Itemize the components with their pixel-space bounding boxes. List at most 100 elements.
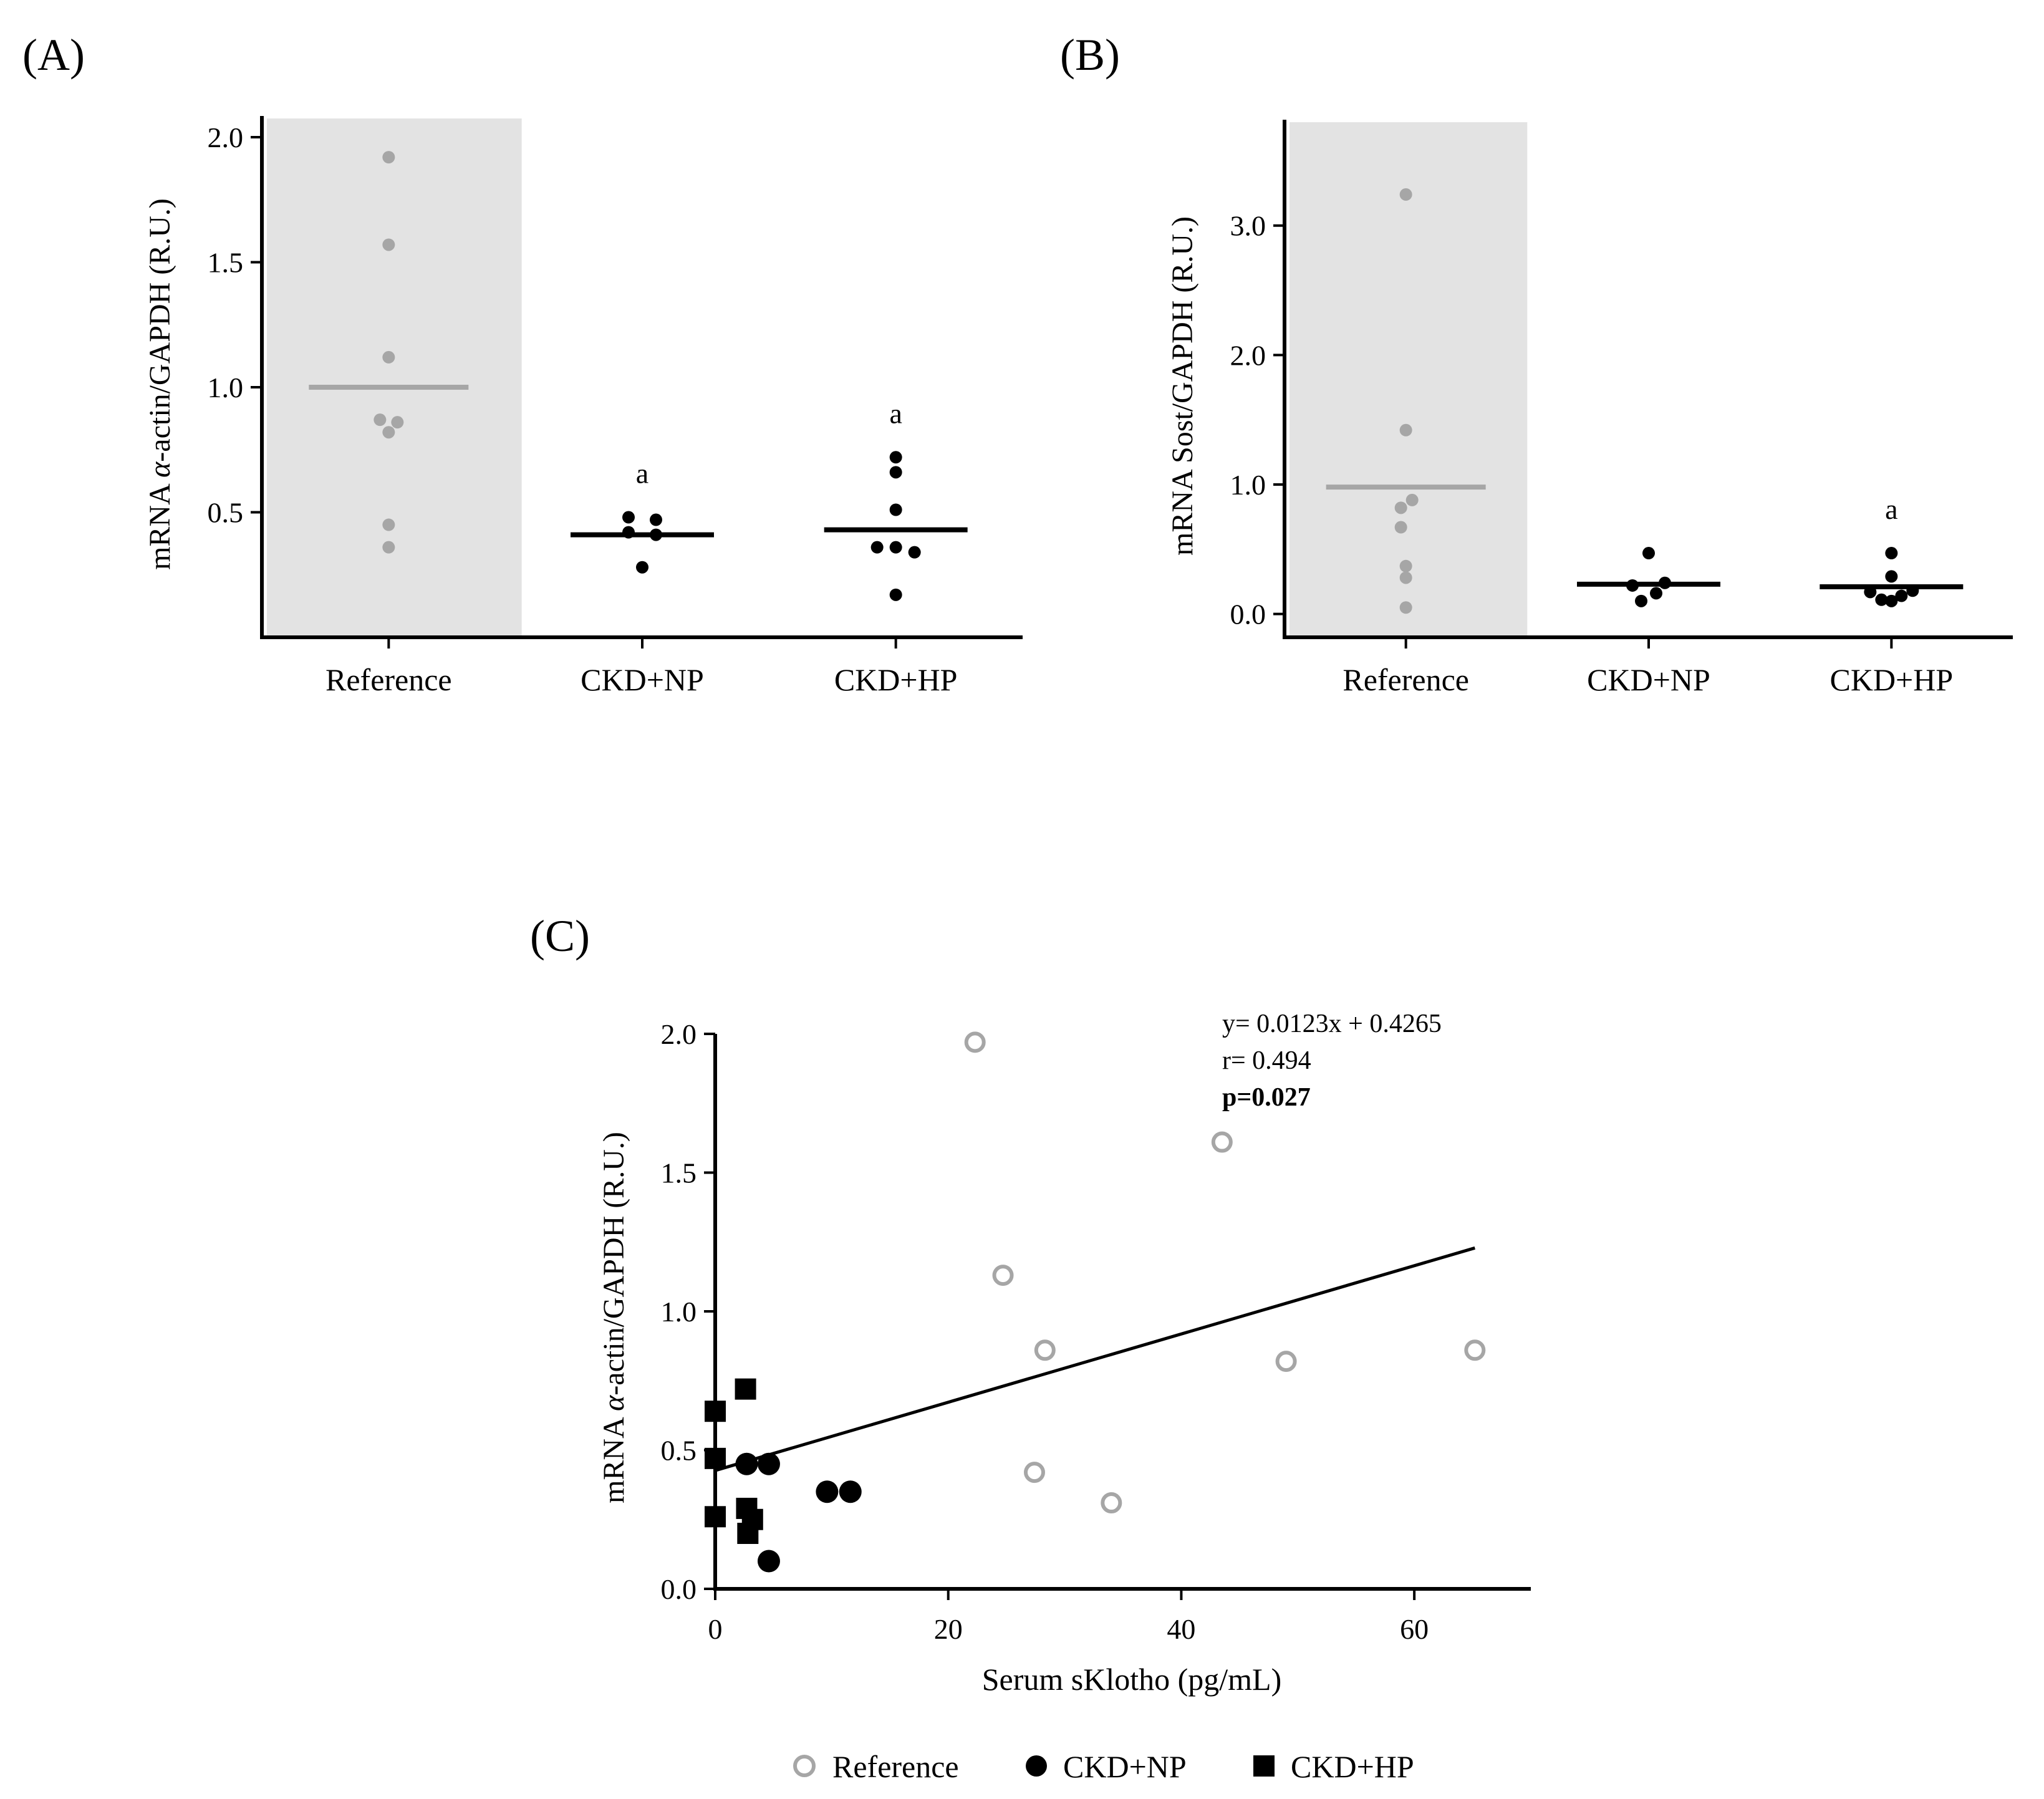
data-point-reference <box>1399 423 1412 436</box>
data-point-reference <box>382 518 395 531</box>
data-point-reference <box>1399 571 1412 584</box>
data-point-reference <box>382 541 395 554</box>
panel-c-x-tick-label: 60 <box>1400 1613 1429 1645</box>
panel-a-y-tick-label: 2.0 <box>208 122 244 153</box>
panel-b-y-tick-label: 2.0 <box>1230 339 1266 371</box>
data-point-ckd-np <box>757 1550 780 1573</box>
data-point-ckd-np <box>757 1452 780 1475</box>
reference-shade-b <box>1290 122 1528 637</box>
legend-marker-ckd-np <box>1026 1755 1047 1777</box>
legend-label-ckd-hp: CKD+HP <box>1291 1749 1414 1784</box>
data-point-reference <box>1405 493 1419 506</box>
data-point-reference <box>382 238 395 251</box>
panel-c-y-axis-label: mRNA α-actin/GAPDH (R.U.) <box>597 1132 630 1503</box>
data-point-ckd-hp <box>737 1523 759 1544</box>
category-label: CKD+HP <box>834 662 958 697</box>
panel-c-y-tick-label: 2.0 <box>661 1018 697 1050</box>
data-point-reference <box>391 416 404 429</box>
panel-a-y-tick-label: 1.5 <box>208 247 244 279</box>
reference-shade-a <box>267 118 522 637</box>
panel-b-y-axis-label: mRNA Sost/GAPDH (R.U.) <box>1166 216 1199 556</box>
legend-marker-reference <box>793 1755 816 1777</box>
data-point-ckd-np <box>1642 547 1655 560</box>
panel-b-y-tick-label: 3.0 <box>1230 210 1266 242</box>
data-point-reference <box>382 426 395 439</box>
category-label: CKD+NP <box>581 662 704 697</box>
data-point-reference <box>1211 1131 1233 1153</box>
data-point-ckd-np <box>816 1480 839 1503</box>
category-label: Reference <box>1343 662 1469 697</box>
data-point-ckd-hp <box>889 451 902 464</box>
category-label: CKD+HP <box>1829 662 1953 697</box>
data-point-reference <box>1394 521 1407 534</box>
panel-a-y-axis-label: mRNA α-actin/GAPDH (R.U.) <box>143 198 176 570</box>
panel-c-y-tick-label: 0.5 <box>661 1435 697 1467</box>
regression-equation: y= 0.0123x + 0.4265 <box>1222 1010 1442 1038</box>
data-point-ckd-np <box>636 561 648 574</box>
regression-line <box>715 1246 1476 1472</box>
significance-marker: a <box>636 458 648 490</box>
panel-label-b: (B) <box>1060 30 1120 80</box>
data-point-ckd-hp <box>1875 593 1888 606</box>
data-point-reference <box>992 1265 1014 1286</box>
data-point-ckd-hp <box>1885 570 1898 583</box>
panel-a-y-tick-label: 1.0 <box>208 372 244 403</box>
data-point-reference <box>382 151 395 164</box>
data-point-ckd-hp <box>705 1447 726 1469</box>
data-point-reference <box>374 413 387 427</box>
significance-marker: a <box>1885 493 1897 525</box>
data-point-ckd-hp <box>889 466 902 479</box>
data-point-reference <box>1399 559 1412 572</box>
regression-p: p=0.027 <box>1222 1083 1311 1112</box>
data-point-reference <box>1034 1339 1056 1361</box>
data-point-ckd-np <box>735 1452 758 1475</box>
data-point-reference <box>1394 501 1407 514</box>
category-label: CKD+NP <box>1587 662 1710 697</box>
panel-label-c: (C) <box>530 911 590 961</box>
panel-b-y-tick-label: 1.0 <box>1230 469 1266 501</box>
data-point-ckd-hp <box>1895 589 1908 602</box>
panel-c-y-tick-label: 1.0 <box>661 1296 697 1328</box>
panel-a-y-tick-label: 0.5 <box>208 497 244 529</box>
data-point-ckd-hp <box>705 1401 726 1422</box>
data-point-reference <box>1023 1462 1045 1483</box>
data-point-reference <box>1399 188 1412 201</box>
panel-c-x-tick-label: 0 <box>708 1613 723 1645</box>
significance-marker: a <box>889 397 902 429</box>
data-point-ckd-np <box>650 513 662 526</box>
panel-c-plot: 0.0 0.5 1.0 1.5 2.0 0 20 40 60 mRNA α-actin/GAPD… <box>597 1010 1531 1697</box>
data-point-reference <box>1101 1492 1122 1514</box>
category-label: Reference <box>325 662 452 697</box>
data-point-ckd-hp <box>889 588 902 601</box>
data-point-reference <box>1275 1351 1297 1372</box>
data-point-ckd-hp <box>889 541 902 554</box>
panel-label-a: (A) <box>22 30 85 80</box>
data-point-ckd-hp <box>735 1378 756 1400</box>
legend-label-ckd-np: CKD+NP <box>1063 1749 1187 1784</box>
data-point-reference <box>1399 601 1412 614</box>
legend-label-reference: Reference <box>832 1749 959 1784</box>
panel-b-y-tick-label: 0.0 <box>1230 599 1266 630</box>
panel-b-plot: 0.0 1.0 2.0 3.0 Reference CKD+NP CKD+HP a mRNA … <box>1166 120 2013 697</box>
data-point-ckd-np <box>1650 587 1662 600</box>
data-point-ckd-np <box>1635 594 1647 607</box>
data-point-ckd-hp <box>870 541 884 554</box>
data-point-ckd-np <box>622 511 635 524</box>
legend: Reference CKD+NP CKD+HP <box>793 1749 1414 1784</box>
data-point-reference <box>1464 1339 1486 1361</box>
panel-c-x-tick-label: 20 <box>934 1613 963 1645</box>
data-point-reference <box>382 350 395 364</box>
panel-a-plot: 0.5 1.0 1.5 2.0 Reference CKD+NP a CKD+HP a mRNA… <box>143 116 1023 697</box>
legend-marker-ckd-hp <box>1253 1755 1275 1777</box>
panel-c-x-axis-label: Serum sKlotho (pg/mL) <box>982 1662 1282 1697</box>
panel-c-y-tick-label: 0.0 <box>661 1573 697 1605</box>
data-point-ckd-hp <box>1885 547 1898 560</box>
panel-c-y-tick-label: 1.5 <box>661 1157 697 1189</box>
data-point-ckd-hp <box>1885 594 1898 607</box>
data-point-ckd-np <box>839 1480 862 1503</box>
panel-c-x-tick-label: 40 <box>1167 1613 1195 1645</box>
data-point-ckd-hp <box>889 503 902 516</box>
data-point-ckd-hp <box>908 546 921 559</box>
data-point-reference <box>964 1031 986 1053</box>
